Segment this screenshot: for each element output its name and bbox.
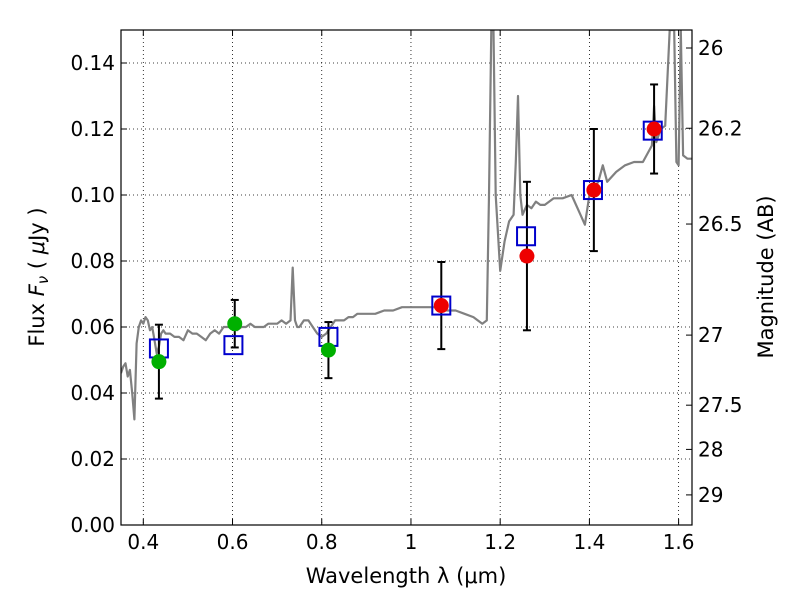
grid-lines (121, 30, 692, 526)
y-tick-label: 0.08 (70, 249, 115, 273)
y2-tick-label: 27.5 (698, 393, 743, 417)
y-tick-label: 0.12 (70, 117, 115, 141)
model-point (516, 226, 537, 247)
marks-layer (148, 83, 663, 400)
y2-axis-title: Magnitude (AB) (754, 195, 778, 358)
y2-tick-label: 26.2 (698, 116, 743, 140)
y2-tick-label: 29 (698, 483, 723, 507)
plot-frame (120, 29, 693, 526)
infrared-data-point (433, 298, 449, 314)
x-tick-label: 1.4 (573, 530, 605, 554)
y2-tick-label: 26 (698, 36, 723, 60)
model-point (582, 180, 603, 201)
optical-data-point (320, 342, 336, 358)
infrared-data-point (586, 182, 602, 198)
model-point (431, 295, 452, 316)
y-tick-label: 0.02 (70, 447, 115, 471)
spectrum-line (121, 30, 692, 421)
x-tick-label: 0.6 (217, 530, 249, 554)
x-axis-title: Wavelength λ (μm) (306, 564, 507, 588)
plot-area (121, 30, 692, 421)
y-tick-label: 0.00 (70, 513, 115, 537)
y-tick-label: 0.14 (70, 51, 115, 75)
infrared-data-point (519, 248, 535, 264)
x-tick-label: 1.6 (663, 530, 695, 554)
y-tick-label: 0.06 (70, 315, 115, 339)
x-tick-label: 0.4 (127, 530, 159, 554)
y-axis: 0.00 0.02 0.04 0.06 0.08 0.10 0.12 0.14 (70, 51, 127, 537)
optical-data-point (227, 316, 243, 332)
spectrum-layer (121, 30, 692, 421)
y-axis-title: Flux Fν ( μJy ) (25, 207, 52, 346)
y2-axis: 26 26.2 26.5 27 27.5 28 29 (686, 36, 743, 507)
y2-tick-label: 28 (698, 437, 723, 461)
x-tick-label: 1.2 (484, 530, 516, 554)
x-tick-label: 0.8 (306, 530, 338, 554)
y2-tick-label: 27 (698, 323, 723, 347)
y2-tick-label: 26.5 (698, 212, 743, 236)
x-tick-label: 1 (405, 530, 418, 554)
optical-data-point (151, 354, 167, 370)
model-point (223, 335, 244, 356)
x-axis: 0.4 0.6 0.8 1 1.2 1.4 1.6 (127, 30, 695, 554)
infrared-data-point (646, 121, 662, 137)
y-tick-label: 0.10 (70, 183, 115, 207)
y-tick-label: 0.04 (70, 381, 115, 405)
